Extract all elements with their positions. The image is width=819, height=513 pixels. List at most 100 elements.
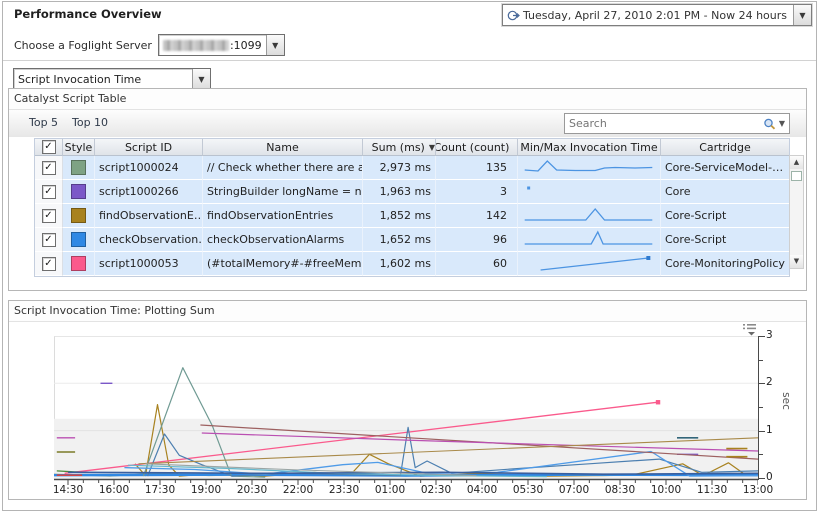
row-checkbox[interactable]: ✓ (41, 256, 56, 271)
metric-combobox[interactable]: Script Invocation Time ▼ (13, 68, 211, 90)
y-axis-line (758, 336, 759, 480)
table-row[interactable]: ✓ script1000024 // Check whether there a… (35, 156, 789, 180)
header-separator (3, 60, 816, 61)
server-row: Choose a Foglight Server :1099 ▼ (14, 34, 285, 56)
x-tick-label: 05:30 (512, 484, 544, 496)
table-row[interactable]: ✓ findObservationE… findObservationEntri… (35, 204, 789, 228)
y-tick (759, 478, 765, 479)
x-tick-label: 02:30 (420, 484, 452, 496)
search-icon[interactable] (762, 117, 777, 131)
header-count[interactable]: Count (count) (436, 139, 518, 156)
y-tick-label: 3 (766, 328, 773, 341)
name-cell: // Check whether there are any alar… (203, 156, 363, 180)
header-style[interactable]: Style (63, 139, 95, 156)
header-name[interactable]: Name (203, 139, 363, 156)
count-cell: 3 (436, 180, 518, 204)
minmax-sparkline (524, 207, 653, 221)
sort-desc-icon: ▼ (428, 142, 435, 152)
cartridge-cell: Core-Script (661, 204, 789, 228)
metric-selected-value: Script Invocation Time (18, 72, 142, 86)
minmax-sparkline (527, 186, 531, 189)
search-box: ▼ (564, 113, 790, 134)
script-id-cell: findObservationE… (95, 204, 203, 228)
name-cell: StringBuilder longName = new Strin… (203, 180, 363, 204)
server-label: Choose a Foglight Server (14, 38, 152, 52)
table-row[interactable]: ✓ script1000053 (#totalMemory#-#freeMemo… (35, 252, 789, 276)
x-tick-label: 04:00 (466, 484, 498, 496)
sum-cell: 1,652 ms (363, 228, 436, 252)
metric-dropdown-button[interactable]: ▼ (192, 69, 210, 89)
cartridge-cell: Core (661, 180, 789, 204)
server-port: :1099 (229, 38, 262, 52)
x-tick-label: 07:00 (558, 484, 590, 496)
y-tick (759, 406, 763, 408)
script-id-cell: script1000024 (95, 156, 203, 180)
y-tick-label: 1 (766, 423, 773, 436)
server-combobox[interactable]: :1099 ▼ (157, 34, 285, 56)
scroll-down-icon[interactable]: ▼ (790, 255, 803, 268)
table-vertical-scrollbar[interactable]: ▲ ▼ (789, 155, 804, 269)
chart-series-canvas (54, 367, 758, 485)
table-panel-title: Catalyst Script Table (9, 89, 806, 110)
x-tick-label: 10:00 (650, 484, 682, 496)
x-tick-label: 19:00 (190, 484, 222, 496)
server-name-redacted (162, 39, 229, 51)
search-options-caret-icon[interactable]: ▼ (778, 119, 785, 128)
top10-button[interactable]: Top 10 (72, 116, 109, 129)
line-chart-plot-area (54, 336, 759, 486)
top5-button[interactable]: Top 5 (29, 116, 59, 129)
y-tick (759, 383, 765, 385)
script-id-cell: checkObservation… (95, 228, 203, 252)
time-range-icon (507, 10, 520, 20)
table-header-row: ✓ Style Script ID Name Sum (ms) ▼ Count (… (35, 139, 789, 156)
row-checkbox[interactable]: ✓ (41, 232, 56, 247)
header-sum[interactable]: Sum (ms) ▼ (363, 139, 436, 156)
count-cell: 142 (436, 204, 518, 228)
cartridge-cell: Core-ServiceModel-… (661, 156, 789, 180)
style-swatch (71, 208, 86, 223)
x-tick-label: 17:30 (144, 484, 176, 496)
sum-cell: 1,602 ms (363, 252, 436, 276)
header-script-id[interactable]: Script ID (95, 139, 203, 156)
minmax-sparkline (524, 230, 653, 245)
y-axis-unit-label: sec (779, 392, 792, 410)
table-toolbar: Top 5 Top 10 ▼ (9, 110, 806, 137)
time-range-dropdown-button[interactable]: ▼ (793, 5, 811, 25)
header-select-all-checkbox[interactable]: ✓ (35, 139, 63, 156)
table-row[interactable]: ✓ checkObservation… checkObservationAlar… (35, 228, 789, 252)
server-dropdown-button[interactable]: ▼ (265, 35, 284, 55)
sum-cell: 2,973 ms (363, 156, 436, 180)
count-cell: 96 (436, 228, 518, 252)
x-tick-label: 23:30 (328, 484, 360, 496)
search-input[interactable] (565, 116, 762, 131)
script-id-cell: script1000266 (95, 180, 203, 204)
scrollbar-thumb[interactable] (791, 171, 802, 181)
row-checkbox[interactable]: ✓ (41, 160, 56, 175)
y-tick-label: 2 (766, 376, 773, 389)
style-swatch (71, 256, 86, 271)
header-cartridge[interactable]: Cartridge (661, 139, 789, 156)
page-title: Performance Overview (14, 7, 162, 21)
cartridge-cell: Core-Script (661, 228, 789, 252)
header-minmax[interactable]: Min/Max Invocation Time (518, 139, 661, 156)
minmax-sparkline (540, 255, 651, 271)
style-swatch (71, 232, 86, 247)
sum-cell: 1,852 ms (363, 204, 436, 228)
style-swatch (71, 160, 86, 175)
plotting-sum-panel: Script Invocation Time: Plotting Sum sec… (8, 300, 807, 500)
row-checkbox[interactable]: ✓ (41, 208, 56, 223)
row-checkbox[interactable]: ✓ (41, 184, 56, 199)
catalyst-script-table-panel: Catalyst Script Table Top 5 Top 10 ▼ ✓ S… (8, 88, 807, 291)
script-id-cell: script1000053 (95, 252, 203, 276)
time-range-label: Tuesday, April 27, 2010 2:01 PM - Now 24… (522, 8, 787, 22)
time-range-selector[interactable]: Tuesday, April 27, 2010 2:01 PM - Now 24… (501, 4, 812, 26)
table-row[interactable]: ✓ script1000266 StringBuilder longName =… (35, 180, 789, 204)
x-tick-label: 13:00 (742, 484, 774, 496)
scroll-up-icon[interactable]: ▲ (790, 156, 803, 169)
y-tick-label: 0 (766, 471, 773, 483)
chart-options-menu-icon[interactable] (742, 323, 759, 336)
y-tick (759, 454, 763, 456)
style-swatch (71, 184, 86, 199)
chart-panel-title: Script Invocation Time: Plotting Sum (9, 301, 806, 322)
